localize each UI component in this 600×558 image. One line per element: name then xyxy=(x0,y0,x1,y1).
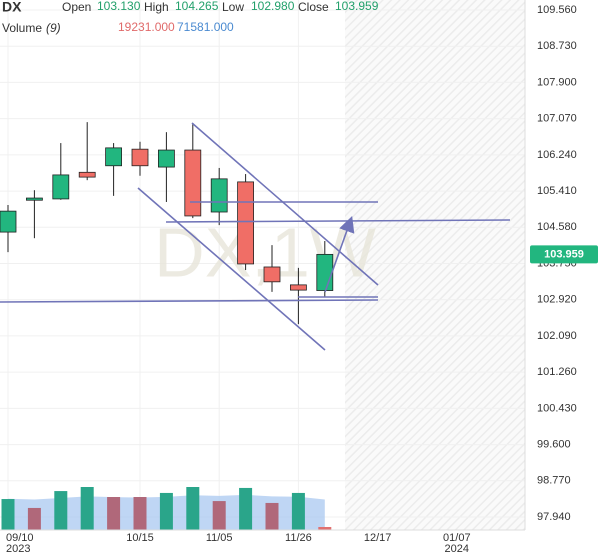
volume xyxy=(1,487,332,530)
value: 103.959 xyxy=(335,0,379,13)
candle-body xyxy=(210,178,228,213)
volume-bar xyxy=(133,497,147,530)
volume-bar xyxy=(212,501,226,530)
volume-bar xyxy=(239,487,253,530)
candle-body xyxy=(25,197,43,201)
x-tick-label: 01/07 xyxy=(443,532,471,544)
candle-body xyxy=(52,174,70,200)
y-tick-label: 104.580 xyxy=(537,221,577,233)
candle-body xyxy=(157,149,175,168)
candle-body xyxy=(131,148,149,167)
candle-body xyxy=(316,253,334,291)
candle-body xyxy=(263,266,281,283)
y-tick-label: 101.260 xyxy=(537,366,577,378)
price-label-bg xyxy=(530,245,598,264)
price-label: 103.959 xyxy=(544,248,584,260)
symbol: DX xyxy=(2,0,22,15)
year-label: 2023 xyxy=(6,543,30,555)
value: 19231.000 xyxy=(118,20,175,34)
x-tick-label: 11/05 xyxy=(206,532,233,544)
label: Close xyxy=(298,0,329,14)
trend-lines xyxy=(0,122,511,351)
value: 102.980 xyxy=(251,0,295,13)
y-axis: 109.560 108.730 107.900 107.070 106.240 105.4… xyxy=(530,4,598,523)
x-tick-label: 09/10 xyxy=(6,532,34,544)
volume-bar xyxy=(159,492,173,530)
volume-bar xyxy=(107,497,121,530)
y-tick-label: 107.070 xyxy=(537,113,577,125)
y-tick-label: 107.900 xyxy=(537,76,577,88)
candle-body xyxy=(78,171,96,178)
label: Volume xyxy=(2,21,42,35)
x-tick-label: 11/26 xyxy=(285,532,312,544)
y-tick-label: 109.560 xyxy=(537,4,577,16)
future-area xyxy=(345,0,525,530)
label: Open xyxy=(62,0,91,14)
y-tick-label: 98.770 xyxy=(537,475,571,487)
y-tick-label: 108.730 xyxy=(537,40,577,52)
label: Low xyxy=(222,0,244,14)
volume-bar xyxy=(186,487,200,530)
y-tick-label: 106.240 xyxy=(537,149,577,161)
x-tick-label: 10/15 xyxy=(126,532,154,544)
volume-bar xyxy=(27,507,41,530)
y-tick-label: 100.430 xyxy=(537,402,577,414)
y-tick-label: 102.090 xyxy=(537,330,577,342)
value: 104.265 xyxy=(175,0,219,13)
volume-bar xyxy=(318,526,332,530)
header: DX Open 103.130 High 104.265 Low 102.980… xyxy=(2,0,379,35)
y-tick-label: 105.410 xyxy=(537,185,577,197)
volume-bar xyxy=(80,487,94,530)
y-tick-label: 99.600 xyxy=(537,438,571,450)
y-tick-label: 102.920 xyxy=(537,294,577,306)
volume-bar xyxy=(1,499,15,530)
candle-body xyxy=(289,284,307,291)
volume-bar xyxy=(291,492,305,530)
value: 71581.000 xyxy=(177,20,234,34)
y-tick-label: 97.940 xyxy=(537,511,571,523)
x-tick-label: 12/17 xyxy=(364,532,392,544)
candle-body xyxy=(184,149,202,217)
candle-body xyxy=(105,147,122,167)
candle-body xyxy=(0,210,17,233)
label: (9) xyxy=(46,21,61,35)
volume-bar xyxy=(54,491,68,530)
volume-bar xyxy=(265,502,279,530)
year-label: 2024 xyxy=(445,543,469,555)
label: High xyxy=(144,0,169,14)
candle-body xyxy=(237,181,255,265)
value: 103.130 xyxy=(97,0,141,13)
